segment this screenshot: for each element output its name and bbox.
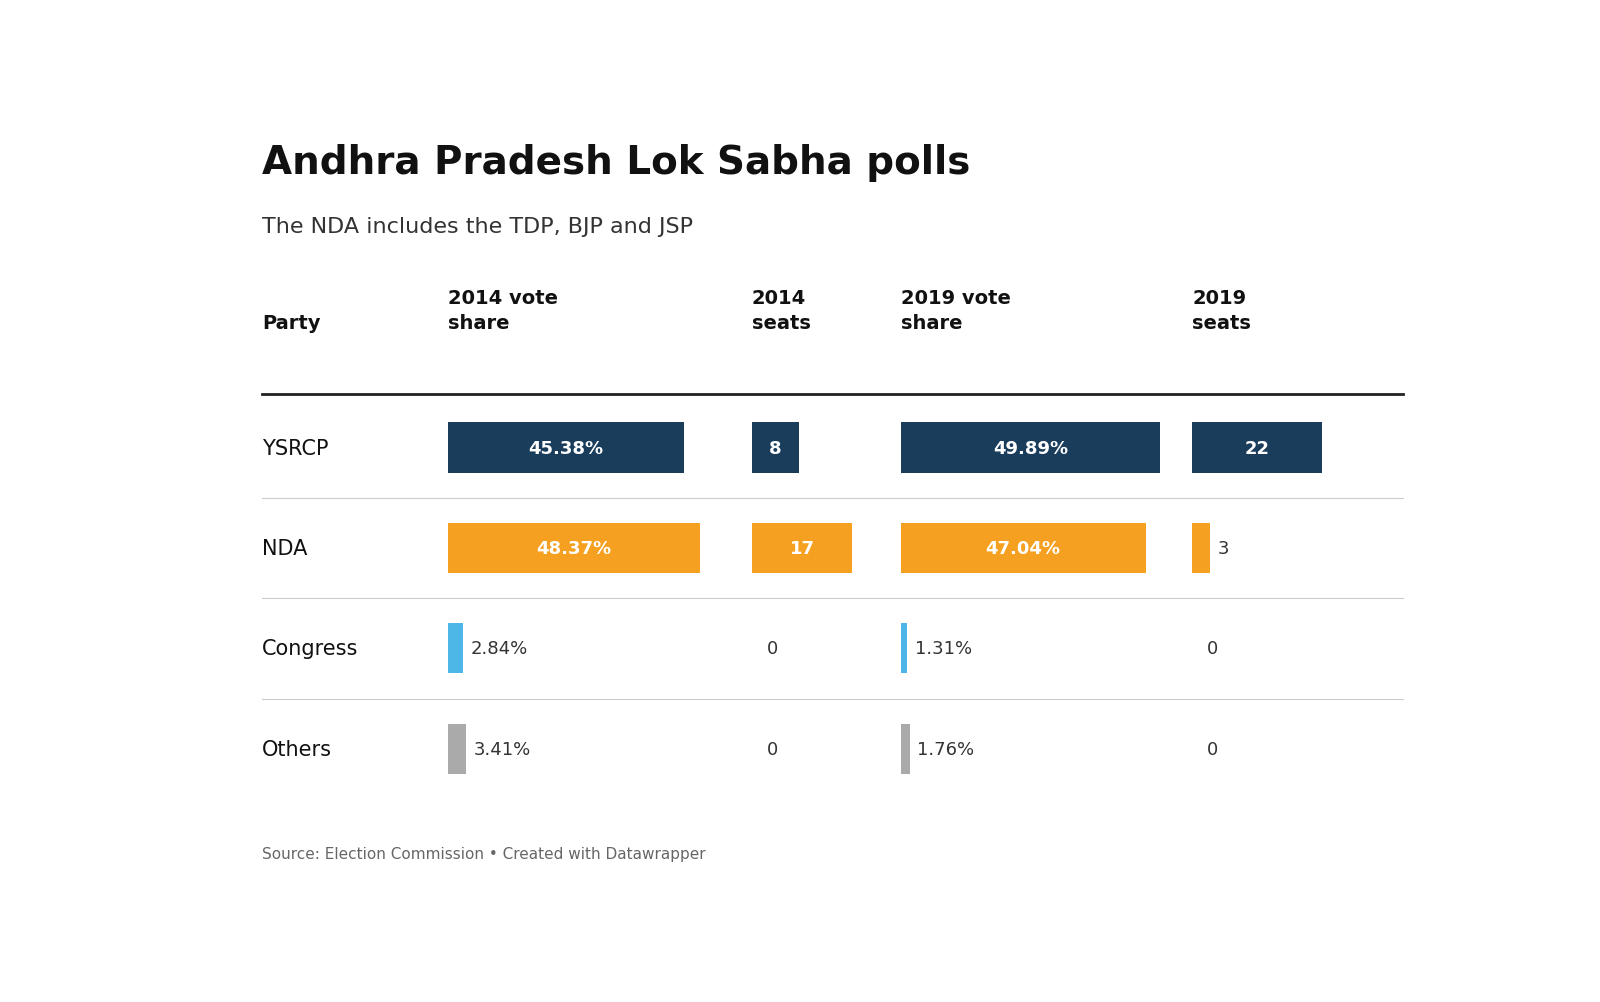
FancyBboxPatch shape — [448, 623, 462, 673]
Text: 2019
seats: 2019 seats — [1192, 289, 1251, 333]
Text: NDA: NDA — [262, 538, 307, 558]
Text: 17: 17 — [790, 539, 814, 557]
Text: YSRCP: YSRCP — [262, 438, 328, 458]
Text: Party: Party — [262, 314, 320, 333]
Text: 8: 8 — [770, 439, 782, 457]
Text: 48.37%: 48.37% — [536, 539, 611, 557]
Text: Others: Others — [262, 739, 333, 760]
FancyBboxPatch shape — [901, 623, 907, 673]
Text: 3: 3 — [1218, 539, 1229, 557]
Text: 2.84%: 2.84% — [470, 639, 528, 657]
Text: Andhra Pradesh Lok Sabha polls: Andhra Pradesh Lok Sabha polls — [262, 143, 970, 181]
Text: The NDA includes the TDP, BJP and JSP: The NDA includes the TDP, BJP and JSP — [262, 216, 693, 236]
Text: 1.76%: 1.76% — [917, 740, 974, 759]
Text: 2014
seats: 2014 seats — [752, 289, 811, 333]
Text: 0: 0 — [766, 639, 778, 657]
FancyBboxPatch shape — [901, 523, 1146, 573]
Text: 2014 vote
share: 2014 vote share — [448, 289, 558, 333]
Text: 45.38%: 45.38% — [528, 439, 603, 457]
Text: 49.89%: 49.89% — [994, 439, 1069, 457]
FancyBboxPatch shape — [448, 724, 466, 775]
Text: 22: 22 — [1245, 439, 1270, 457]
Text: Source: Election Commission • Created with Datawrapper: Source: Election Commission • Created wi… — [262, 846, 706, 861]
Text: 0: 0 — [1206, 639, 1218, 657]
FancyBboxPatch shape — [752, 423, 798, 473]
FancyBboxPatch shape — [448, 523, 699, 573]
FancyBboxPatch shape — [1192, 423, 1322, 473]
Text: 2019 vote
share: 2019 vote share — [901, 289, 1011, 333]
FancyBboxPatch shape — [1192, 523, 1210, 573]
FancyBboxPatch shape — [448, 423, 685, 473]
FancyBboxPatch shape — [901, 423, 1160, 473]
Text: 47.04%: 47.04% — [986, 539, 1061, 557]
Text: 0: 0 — [1206, 740, 1218, 759]
FancyBboxPatch shape — [752, 523, 853, 573]
Text: 1.31%: 1.31% — [915, 639, 971, 657]
FancyBboxPatch shape — [901, 724, 910, 775]
Text: 3.41%: 3.41% — [474, 740, 531, 759]
Text: Congress: Congress — [262, 638, 358, 658]
Text: 0: 0 — [766, 740, 778, 759]
